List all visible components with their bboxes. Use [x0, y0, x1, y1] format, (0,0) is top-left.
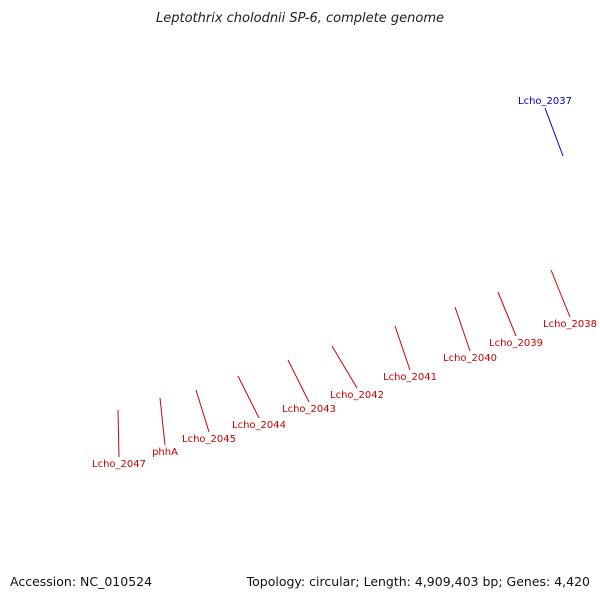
gene-label: Lcho_2040 — [443, 353, 497, 364]
gene-label: Lcho_2039 — [489, 338, 543, 349]
gene-leader-line — [544, 107, 564, 157]
gene-label: Lcho_2042 — [330, 390, 384, 401]
gene-leader-line — [331, 345, 358, 389]
map-title: Leptothrix cholodnii SP-6, complete geno… — [156, 11, 444, 26]
gene-leader-line — [117, 409, 120, 458]
gene-label: phhA — [152, 447, 178, 458]
gene-label: Lcho_2037 — [518, 96, 572, 107]
gene-leader-line — [195, 389, 210, 433]
accession-text: Accession: NC_010524 — [10, 574, 152, 589]
gene-leader-line — [237, 375, 260, 419]
gene-leader-line — [454, 306, 471, 352]
gene-label: Lcho_2047 — [92, 459, 146, 470]
gene-leader-line — [287, 359, 310, 403]
gene-label: Lcho_2038 — [543, 319, 597, 330]
gene-label: Lcho_2045 — [182, 434, 236, 445]
gene-label: Lcho_2043 — [282, 404, 336, 415]
genome-summary-text: Topology: circular; Length: 4,909,403 bp… — [246, 574, 590, 589]
gene-label: Lcho_2041 — [383, 372, 437, 383]
gene-label: Lcho_2044 — [232, 420, 286, 431]
gene-leader-line — [550, 269, 571, 318]
gene-leader-line — [394, 325, 411, 371]
gene-leader-line — [159, 397, 166, 446]
gene-leader-line — [497, 291, 517, 337]
